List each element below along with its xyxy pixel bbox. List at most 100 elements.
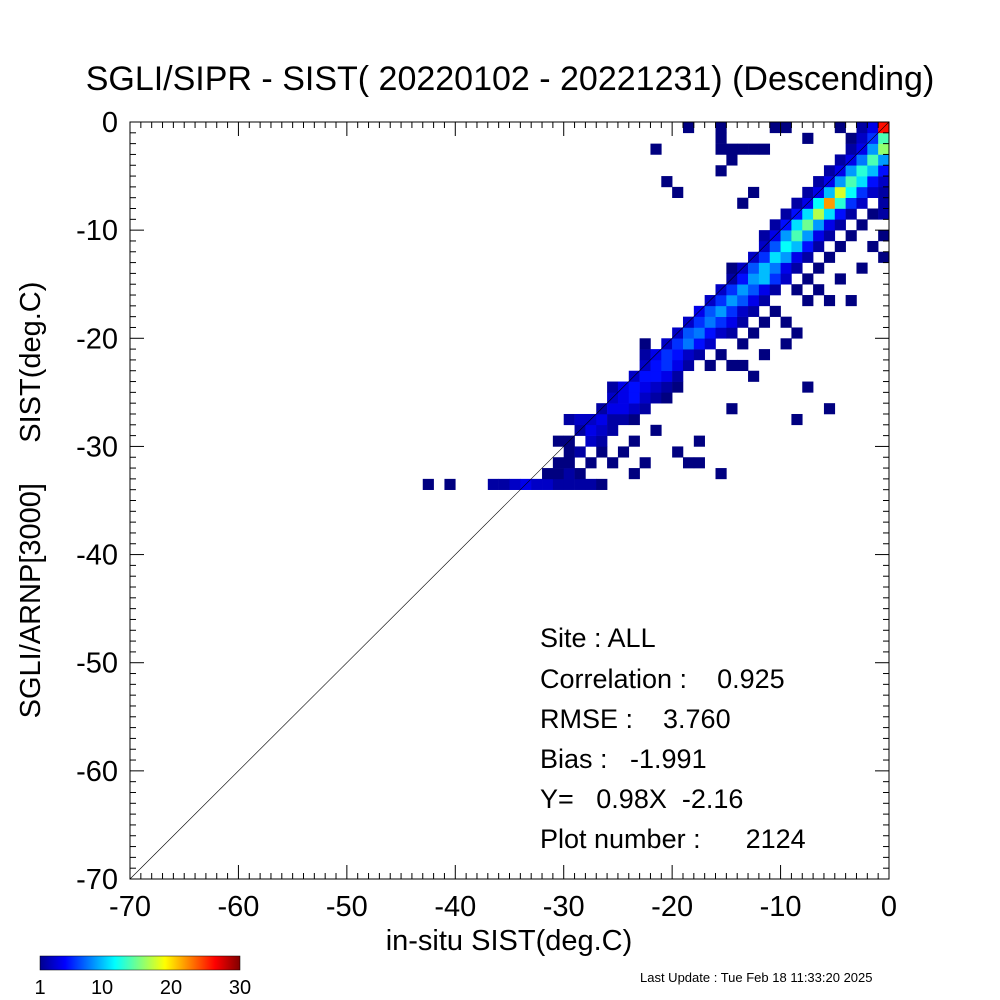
heatmap-cell: [834, 154, 846, 166]
heatmap-cell: [607, 413, 619, 426]
heatmap-cell: [845, 295, 857, 307]
heatmap-cell: [834, 219, 846, 231]
heatmap-cell: [574, 478, 586, 490]
heatmap-cell: [682, 327, 695, 339]
heatmap-cell: [715, 316, 727, 328]
heatmap-cell: [704, 359, 716, 372]
heatmap-cell: [813, 197, 825, 209]
heatmap-cell: [856, 122, 868, 134]
heatmap-cell: [791, 327, 803, 339]
heatmap-cell: [617, 446, 630, 458]
colorbar: 1 10 20 30: [34, 955, 251, 999]
heatmap-cell: [758, 316, 771, 328]
heatmap-cell: [693, 327, 705, 339]
heatmap-cell: [563, 478, 575, 490]
heatmap-cell: [672, 338, 684, 350]
heatmap-cell: [661, 370, 673, 382]
heatmap-cell: [693, 338, 705, 350]
heatmap-cell: [823, 208, 836, 220]
heatmap-cell: [802, 240, 814, 253]
heatmap-cell: [748, 143, 760, 155]
heatmap-cell: [758, 273, 771, 285]
heatmap-cell: [715, 165, 727, 177]
heatmap-cell: [682, 349, 695, 361]
heatmap-cell: [791, 284, 803, 296]
heatmap-cell: [813, 219, 825, 231]
x-tick-label: -40: [434, 891, 476, 923]
heatmap-cell: [867, 165, 879, 177]
heatmap-cells: [422, 122, 890, 490]
heatmap-cell: [682, 457, 695, 469]
heatmap-cell: [672, 186, 684, 198]
heatmap-cell: [823, 230, 836, 242]
heatmap-cell: [758, 284, 771, 296]
heatmap-cell: [769, 240, 781, 253]
heatmap-cell: [693, 457, 705, 469]
reference-line-layer: [129, 121, 890, 880]
heatmap-cell: [802, 295, 814, 307]
heatmap-cell: [661, 349, 673, 361]
heatmap-cell: [834, 186, 846, 198]
heatmap-cell: [639, 457, 651, 469]
heatmap-cell: [542, 478, 554, 490]
heatmap-cell: [845, 230, 857, 242]
heatmap-cell: [509, 478, 521, 490]
heatmap-cell: [737, 305, 749, 317]
heatmap-cell: [617, 392, 630, 404]
heatmap-cell: [867, 122, 879, 134]
heatmap-cell: [867, 154, 879, 166]
heatmap-cell: [672, 359, 684, 372]
x-tick-label: -10: [760, 891, 802, 923]
heatmap-cell: [813, 262, 825, 274]
heatmap-cell: [878, 208, 890, 220]
heatmap-cell: [780, 208, 792, 220]
heatmap-cell: [682, 338, 695, 350]
heatmap-cell: [628, 392, 640, 404]
heatmap-cell: [791, 230, 803, 242]
heatmap-cell: [878, 186, 890, 198]
heatmap-cell: [704, 305, 716, 317]
y-tick-label: -10: [76, 215, 118, 247]
heatmap-cell: [791, 219, 803, 231]
heatmap-cell: [672, 370, 684, 382]
heatmap-cell: [639, 338, 651, 350]
heatmap-cell: [650, 370, 662, 382]
heatmap-cell: [498, 478, 510, 490]
heatmap-cell: [585, 424, 597, 436]
x-tick-label: -70: [109, 891, 151, 923]
heatmap-cell: [672, 381, 684, 393]
heatmap-cell: [531, 478, 543, 490]
heatmap-cell: [823, 219, 836, 231]
heatmap-cell: [845, 197, 857, 209]
heatmap-cell: [650, 381, 662, 393]
heatmap-cell: [748, 186, 760, 198]
heatmap-cell: [704, 327, 716, 339]
heatmap-cell: [726, 154, 738, 166]
colorbar-tick-label: 10: [91, 977, 113, 999]
last-update: Last Update : Tue Feb 18 11:33:20 2025: [640, 970, 873, 985]
heatmap-cell: [672, 446, 684, 458]
heatmap-cell: [845, 132, 857, 144]
heatmap-cell: [617, 413, 630, 426]
stats-regression: Y= 0.98X -2.16: [540, 784, 743, 814]
heatmap-cell: [737, 143, 749, 155]
heatmap-cell: [878, 132, 890, 144]
y-tick-label: -50: [76, 648, 118, 680]
stats-plot-number: Plot number : 2124: [540, 824, 806, 854]
heatmap-cell: [487, 478, 499, 490]
heatmap-cell: [791, 251, 803, 263]
heatmap-cell: [563, 468, 575, 480]
heatmap-cell: [845, 143, 857, 155]
stats-rmse: RMSE : 3.760: [540, 704, 731, 734]
heatmap-cell: [758, 251, 771, 263]
heatmap-cell: [639, 370, 651, 382]
heatmap-cell: [726, 316, 738, 328]
heatmap-cell: [748, 370, 760, 382]
heatmap-cell: [813, 284, 825, 296]
heatmap-cell: [650, 424, 662, 436]
heatmap-cell: [748, 327, 760, 339]
heatmap-cell: [682, 359, 695, 372]
colorbar-gradient: [39, 955, 241, 971]
chart-title: SGLI/SIPR - SIST( 20220102 - 20221231) (…: [86, 60, 935, 98]
